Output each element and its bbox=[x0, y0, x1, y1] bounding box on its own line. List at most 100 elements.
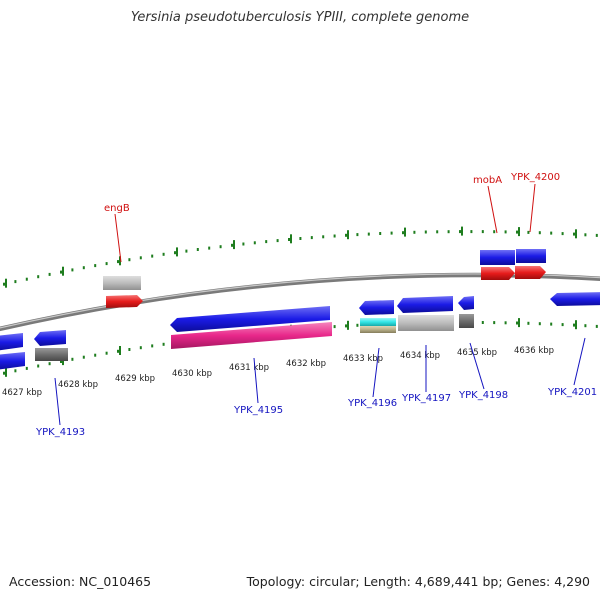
gene-feature-blue-YPK_4193[interactable] bbox=[34, 330, 66, 346]
ruler-minor-tick bbox=[584, 324, 587, 328]
gene-feature-cyan-YPK_4196[interactable] bbox=[360, 318, 396, 326]
ruler-minor-tick bbox=[60, 270, 62, 274]
ruler-minor-tick bbox=[25, 366, 28, 370]
gene-feature-blue[interactable] bbox=[0, 333, 23, 351]
ruler-minor-tick bbox=[231, 243, 233, 247]
ruler-minor-tick bbox=[185, 249, 188, 253]
ruler-minor-tick bbox=[356, 323, 359, 327]
gene-feature-tan-YPK_4196[interactable] bbox=[360, 326, 396, 333]
gene-feature-dark-YPK_4198[interactable] bbox=[459, 314, 474, 328]
scale-label: 4633 kbp bbox=[343, 354, 383, 364]
ruler-minor-tick bbox=[367, 232, 370, 236]
leader-line-YPK_4200 bbox=[529, 183, 536, 233]
ruler-major-tick bbox=[518, 318, 520, 328]
gene-feature-red-engB[interactable] bbox=[106, 295, 143, 308]
gene-feature-grey[interactable] bbox=[103, 276, 141, 290]
ruler-minor-tick bbox=[390, 231, 393, 235]
gene-feature-red-YPK_4200[interactable] bbox=[515, 266, 546, 279]
genome-title: Yersinia pseudotuberculosis YPIII, compl… bbox=[130, 10, 470, 25]
gene-feature-blue-YPK_4196[interactable] bbox=[359, 300, 394, 315]
ruler-major-tick bbox=[347, 320, 349, 330]
gene-label-YPK_4200[interactable]: YPK_4200 bbox=[510, 172, 560, 183]
gene-label-YPK_4201[interactable]: YPK_4201 bbox=[547, 387, 597, 398]
gene-label-engB[interactable]: engB bbox=[104, 203, 130, 214]
gene-feature-blue-mobA[interactable] bbox=[480, 250, 515, 265]
ruler-major-tick bbox=[119, 346, 121, 355]
ruler-major-tick bbox=[5, 367, 7, 377]
ruler-minor-tick bbox=[48, 272, 51, 276]
ruler-minor-tick bbox=[139, 256, 142, 260]
scale-label: 4631 kbp bbox=[229, 363, 269, 373]
ruler-minor-tick bbox=[128, 258, 131, 262]
ruler-minor-tick bbox=[139, 346, 142, 350]
gene-feature-dark-YPK_4193[interactable] bbox=[35, 348, 68, 361]
ruler-minor-tick bbox=[595, 233, 598, 237]
gene-feature-red-mobA[interactable] bbox=[481, 267, 515, 280]
ruler-major-tick bbox=[233, 240, 235, 250]
ruler-major-tick bbox=[176, 247, 178, 257]
ruler-minor-tick bbox=[516, 230, 518, 234]
ruler-minor-tick bbox=[527, 230, 530, 234]
ruler-minor-tick bbox=[493, 230, 496, 234]
gene-feature-blue-YPK_4195[interactable] bbox=[170, 306, 330, 332]
ruler-minor-tick bbox=[333, 234, 336, 238]
gene-feature-blue[interactable] bbox=[0, 352, 25, 370]
gene-feature-grey-YPK_4197[interactable] bbox=[398, 315, 454, 331]
leader-line-engB bbox=[114, 213, 122, 263]
ruler-minor-tick bbox=[14, 369, 17, 373]
ruler-minor-tick bbox=[504, 230, 507, 234]
ruler-minor-tick bbox=[573, 323, 575, 327]
gene-label-mobA[interactable]: mobA bbox=[473, 175, 502, 186]
scale-label: 4629 kbp bbox=[115, 374, 155, 384]
gene-label-YPK_4195[interactable]: YPK_4195 bbox=[233, 405, 283, 416]
ruler-minor-tick bbox=[561, 323, 564, 327]
ruler-minor-tick bbox=[493, 321, 496, 325]
ruler-minor-tick bbox=[128, 348, 131, 351]
ruler-minor-tick bbox=[3, 371, 5, 375]
ruler-minor-tick bbox=[561, 232, 564, 236]
ruler-minor-tick bbox=[71, 268, 74, 272]
ruler-minor-tick bbox=[345, 324, 347, 328]
ruler-minor-tick bbox=[162, 342, 165, 346]
gene-label-YPK_4197[interactable]: YPK_4197 bbox=[401, 393, 451, 404]
ruler-minor-tick bbox=[595, 324, 598, 328]
gene-feature-blue-YPK_4198[interactable] bbox=[458, 296, 474, 310]
leader-line-YPK_4198 bbox=[469, 342, 485, 390]
ruler-minor-tick bbox=[37, 275, 40, 279]
ruler-minor-tick bbox=[82, 266, 85, 270]
ruler-minor-tick bbox=[242, 242, 245, 246]
leader-line-YPK_4201 bbox=[573, 337, 586, 386]
ruler-minor-tick bbox=[481, 230, 484, 234]
ruler-major-tick bbox=[119, 256, 121, 266]
gene-feature-blue-YPK_4200[interactable] bbox=[516, 249, 546, 263]
gene-feature-blue-YPK_4201[interactable] bbox=[550, 292, 600, 306]
leader-line-YPK_4193 bbox=[54, 377, 61, 426]
scale-label: 4627 kbp bbox=[2, 388, 42, 398]
gene-feature-pink-YPK_4195[interactable] bbox=[171, 322, 332, 349]
summary-label: Topology: circular; Length: 4,689,441 bp… bbox=[246, 574, 590, 589]
ruler-minor-tick bbox=[356, 233, 359, 237]
ruler-minor-tick bbox=[25, 277, 28, 281]
ruler-minor-tick bbox=[550, 231, 553, 235]
ruler-minor-tick bbox=[14, 280, 17, 284]
ruler-minor-tick bbox=[219, 245, 222, 249]
ruler-minor-tick bbox=[105, 351, 108, 355]
ruler-minor-tick bbox=[504, 321, 507, 325]
ruler-minor-tick bbox=[436, 230, 439, 234]
ruler-minor-tick bbox=[82, 355, 85, 359]
scale-label: 4628 kbp bbox=[58, 380, 98, 390]
ruler-minor-tick bbox=[345, 233, 347, 237]
ruler-minor-tick bbox=[584, 233, 587, 237]
ruler-minor-tick bbox=[48, 362, 51, 366]
ruler-minor-tick bbox=[550, 322, 553, 326]
ruler-minor-tick bbox=[459, 230, 461, 234]
gene-label-YPK_4193[interactable]: YPK_4193 bbox=[35, 427, 85, 438]
gene-label-YPK_4198[interactable]: YPK_4198 bbox=[458, 390, 508, 401]
accession-label: Accession: NC_010465 bbox=[9, 574, 152, 589]
leader-line-mobA bbox=[487, 185, 498, 234]
ruler-major-tick bbox=[575, 320, 577, 330]
gene-feature-blue-YPK_4197[interactable] bbox=[397, 296, 453, 313]
ruler-major-tick bbox=[347, 230, 349, 240]
ruler-minor-tick bbox=[379, 232, 382, 235]
gene-label-YPK_4196[interactable]: YPK_4196 bbox=[347, 398, 397, 409]
